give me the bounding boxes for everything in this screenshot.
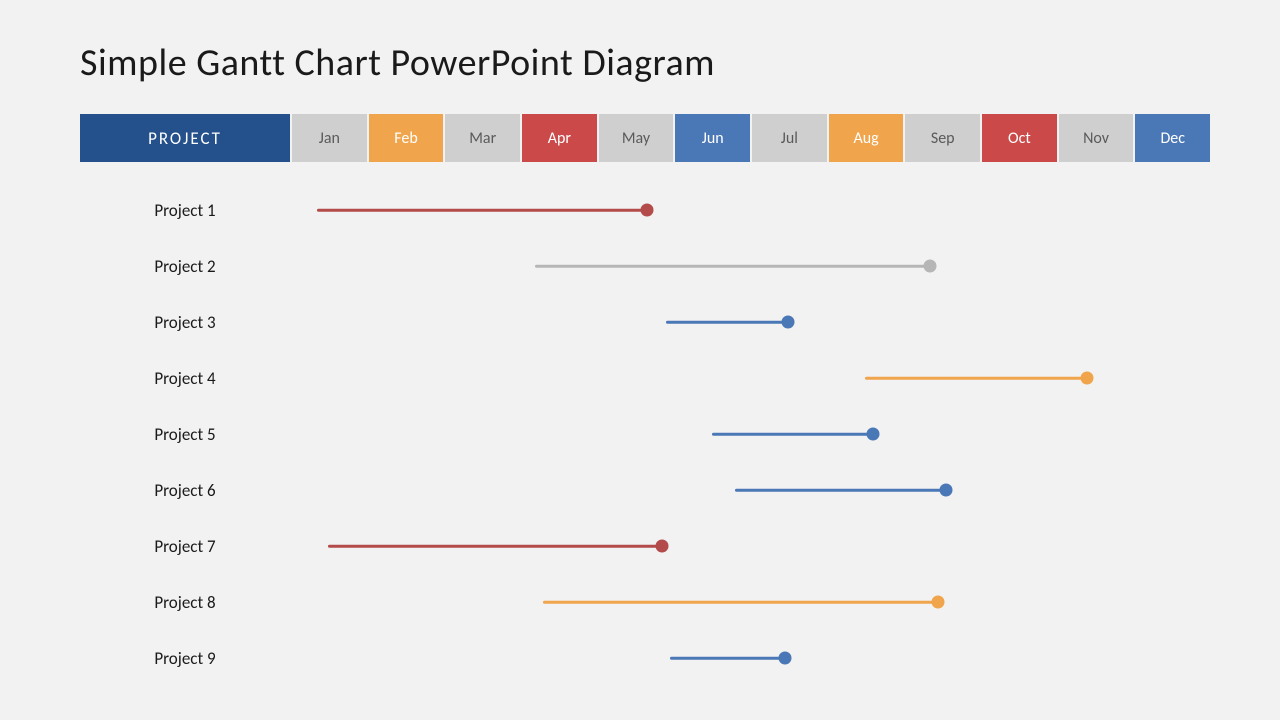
header-month-cell: Jun <box>675 114 750 162</box>
header-month-cell: Sep <box>905 114 980 162</box>
project-timeline <box>290 350 1210 406</box>
header-project-cell: PROJECT <box>80 114 290 162</box>
gantt-header: PROJECT Jan Feb Mar Apr May Jun Jul Aug Sep Oct No… <box>80 114 1210 162</box>
project-label: Project 3 <box>80 312 290 333</box>
project-timeline <box>290 630 1210 686</box>
project-row: Project 8 <box>80 574 1210 630</box>
gantt-bar <box>666 321 789 324</box>
project-timeline <box>290 462 1210 518</box>
project-timeline <box>290 182 1210 238</box>
gantt-bar <box>712 433 873 436</box>
project-timeline <box>290 406 1210 462</box>
slide: Simple Gantt Chart PowerPoint Diagram PR… <box>0 0 1280 720</box>
project-timeline <box>290 574 1210 630</box>
project-label: Project 2 <box>80 256 290 277</box>
header-month-label: Sep <box>931 129 955 148</box>
gantt-end-dot <box>640 204 653 217</box>
project-label: Project 7 <box>80 536 290 557</box>
project-label: Project 4 <box>80 368 290 389</box>
project-row: Project 5 <box>80 406 1210 462</box>
header-month-cell: Jan <box>292 114 367 162</box>
gantt-bar <box>735 489 946 492</box>
project-label: Project 9 <box>80 648 290 669</box>
header-month-cell: Dec <box>1135 114 1210 162</box>
header-month-label: Feb <box>394 129 417 148</box>
header-month-label: May <box>622 129 650 148</box>
project-timeline <box>290 238 1210 294</box>
header-month-cell: Nov <box>1059 114 1134 162</box>
gantt-end-dot <box>778 652 791 665</box>
gantt-rows: Project 1 Project 2 Project 3 Project 4 Proj… <box>80 182 1210 686</box>
page-title: Simple Gantt Chart PowerPoint Diagram <box>80 40 1210 86</box>
gantt-end-dot <box>782 316 795 329</box>
header-month-cell: May <box>599 114 674 162</box>
header-month-cell: Aug <box>829 114 904 162</box>
gantt-end-dot <box>866 428 879 441</box>
project-row: Project 3 <box>80 294 1210 350</box>
gantt-bar <box>865 377 1087 380</box>
header-month-label: Apr <box>548 129 571 148</box>
project-timeline <box>290 294 1210 350</box>
gantt-end-dot <box>1081 372 1094 385</box>
header-month-cell: Jul <box>752 114 827 162</box>
header-month-label: Oct <box>1008 129 1031 148</box>
gantt-bar <box>670 657 785 660</box>
project-row: Project 1 <box>80 182 1210 238</box>
project-row: Project 7 <box>80 518 1210 574</box>
header-month-label: Dec <box>1160 129 1185 148</box>
header-project-label: PROJECT <box>148 128 222 149</box>
gantt-bar <box>543 601 938 604</box>
gantt-end-dot <box>931 596 944 609</box>
gantt-end-dot <box>655 540 668 553</box>
gantt-end-dot <box>939 484 952 497</box>
header-month-label: Jun <box>702 129 724 148</box>
project-row: Project 4 <box>80 350 1210 406</box>
header-month-label: Nov <box>1083 129 1109 148</box>
gantt-end-dot <box>924 260 937 273</box>
project-row: Project 2 <box>80 238 1210 294</box>
project-label: Project 5 <box>80 424 290 445</box>
gantt-bar <box>328 545 662 548</box>
header-month-cell: Mar <box>445 114 520 162</box>
project-row: Project 6 <box>80 462 1210 518</box>
header-month-cell: Feb <box>369 114 444 162</box>
project-label: Project 1 <box>80 200 290 221</box>
gantt-bar <box>317 209 647 212</box>
project-timeline <box>290 518 1210 574</box>
header-month-label: Jul <box>781 129 798 148</box>
header-month-cell: Oct <box>982 114 1057 162</box>
project-label: Project 6 <box>80 480 290 501</box>
header-month-label: Aug <box>853 129 878 148</box>
header-month-label: Mar <box>469 129 496 148</box>
gantt-bar <box>535 265 930 268</box>
project-label: Project 8 <box>80 592 290 613</box>
header-month-cell: Apr <box>522 114 597 162</box>
header-month-label: Jan <box>319 129 340 148</box>
project-row: Project 9 <box>80 630 1210 686</box>
